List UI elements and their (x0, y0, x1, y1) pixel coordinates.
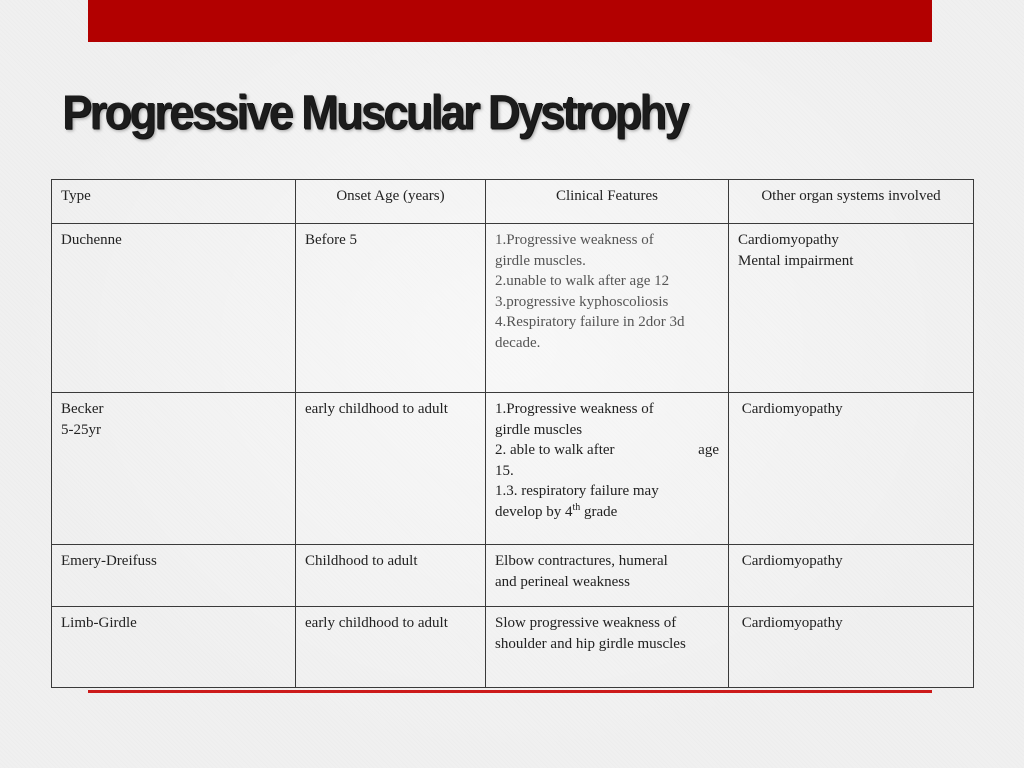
type-name: Becker (61, 401, 104, 417)
table-header-row: Type Onset Age (years) Clinical Features… (51, 179, 974, 224)
feature-line: 3.progressive kyphoscoliosis (495, 293, 669, 310)
organ-line: Cardiomyopathy (738, 615, 843, 631)
cell-features: 1.Progressive weakness of girdle muscles… (485, 223, 729, 393)
cell-type: Emery-Dreifuss (51, 544, 296, 607)
organ-line: Cardiomyopathy (738, 401, 843, 417)
header-type: Type (51, 179, 296, 224)
feature-line: 4.Respiratory failure in 2dor 3d (495, 314, 685, 330)
table-row: Emery-Dreifuss Childhood to adult Elbow … (51, 544, 974, 607)
cell-organs: Cardiomyopathy (728, 544, 974, 607)
type-name: Emery-Dreifuss (61, 553, 157, 569)
cell-features: Elbow contractures, humeral and perineal… (485, 544, 729, 607)
feature-line: girdle muscles (495, 421, 583, 438)
organ-line: Cardiomyopathy (738, 553, 843, 569)
table-row: Limb-Girdle early childhood to adult Slo… (51, 606, 974, 688)
cell-type: Duchenne (51, 223, 296, 393)
feature-line: develop by 4th grade (495, 502, 719, 523)
ordinal-suffix: th (572, 501, 581, 513)
feature-line-right: age (698, 442, 719, 458)
type-name: Limb-Girdle (61, 615, 137, 631)
table-row: Duchenne Before 5 1.Progressive weakness… (51, 223, 974, 393)
type-name: Duchenne (61, 232, 122, 248)
dystrophy-table: Type Onset Age (years) Clinical Features… (51, 179, 974, 688)
feature-text: develop by 4 (495, 503, 573, 520)
feature-line-left: 2. able to walk after (495, 442, 615, 458)
bottom-accent-line (88, 690, 932, 693)
organ-line: Cardiomyopathy (738, 232, 839, 248)
cell-features: Slow progressive weakness of shoulder an… (485, 606, 729, 688)
cell-type: Limb-Girdle (51, 606, 296, 688)
feature-line: decade. (495, 334, 541, 351)
organ-line: Mental impairment (738, 252, 854, 269)
feature-line: Elbow contractures, humeral (495, 553, 668, 569)
top-accent-bar (88, 0, 932, 42)
header-onset-age: Onset Age (years) (295, 179, 486, 224)
type-age-range: 5-25yr (61, 421, 101, 438)
cell-type: Becker 5-25yr (51, 392, 296, 545)
feature-line: 15. (495, 462, 514, 479)
feature-line: 2. able to walk after age (495, 440, 719, 461)
feature-text: grade (580, 503, 618, 520)
cell-organs: Cardiomyopathy (728, 392, 974, 545)
cell-organs: Cardiomyopathy Mental impairment (728, 223, 974, 393)
feature-line: 1.Progressive weakness of (495, 401, 654, 417)
table-row: Becker 5-25yr early childhood to adult 1… (51, 392, 974, 545)
cell-onset: early childhood to adult (295, 392, 486, 545)
header-other-organs: Other organ systems involved (728, 179, 974, 224)
feature-line: shoulder and hip girdle muscles (495, 635, 686, 652)
feature-line: Slow progressive weakness of (495, 615, 677, 631)
cell-onset: early childhood to adult (295, 606, 486, 688)
feature-line: girdle muscles. (495, 252, 586, 269)
cell-features: 1.Progressive weakness of girdle muscles… (485, 392, 729, 545)
feature-line: and perineal weakness (495, 573, 630, 590)
cell-onset: Before 5 (295, 223, 486, 393)
cell-organs: Cardiomyopathy (728, 606, 974, 688)
feature-line: 2.unable to walk after age 12 (495, 273, 670, 289)
header-clinical-features: Clinical Features (485, 179, 729, 224)
cell-onset: Childhood to adult (295, 544, 486, 607)
slide-title: Progressive Muscular Dystrophy (62, 84, 689, 140)
feature-line: 1.Progressive weakness of (495, 232, 654, 248)
feature-line: 1.3. respiratory failure may (495, 483, 659, 499)
